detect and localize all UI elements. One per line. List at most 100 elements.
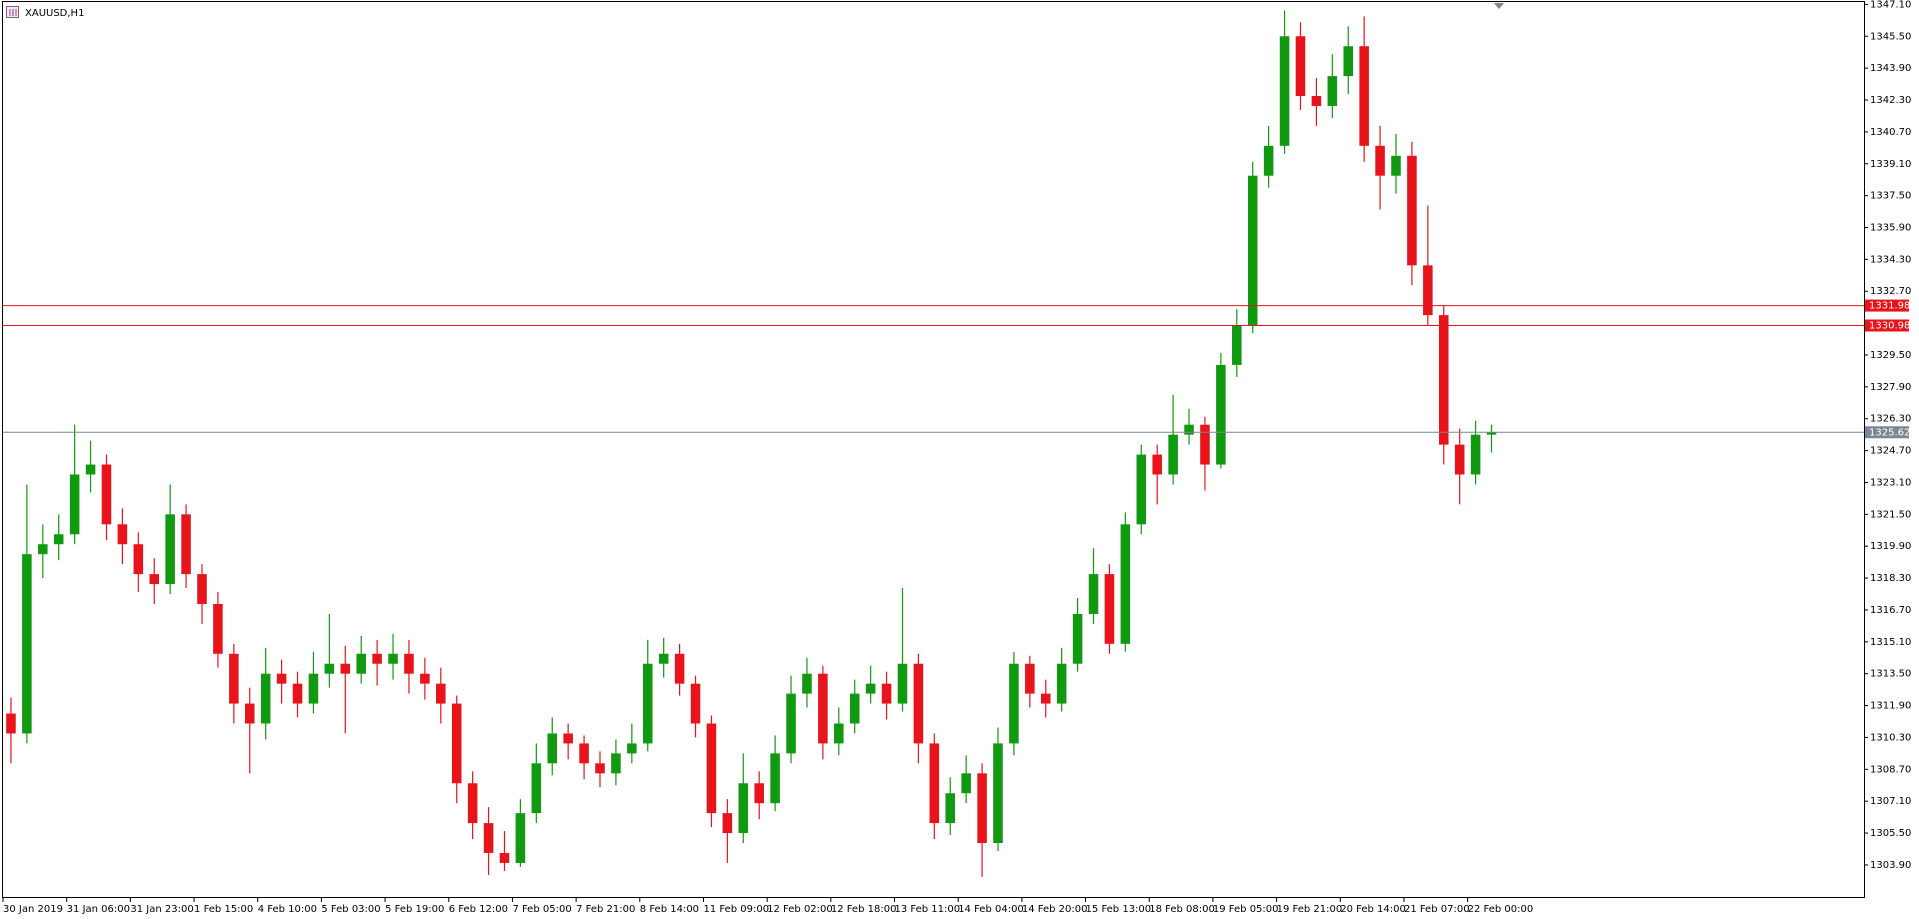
candle-body xyxy=(627,743,637,754)
candle-body xyxy=(324,663,335,674)
x-tick-label: 21 Feb 07:00 xyxy=(1404,904,1470,915)
candle-body xyxy=(260,673,271,724)
plot-frame xyxy=(2,1,1865,898)
y-tick-label: 1318.30 xyxy=(1870,573,1911,584)
candle-body xyxy=(611,753,621,774)
candle-body xyxy=(1438,315,1449,445)
y-tick-label: 1343.90 xyxy=(1870,63,1911,74)
x-tick-label: 8 Feb 14:00 xyxy=(640,904,699,915)
candle-body xyxy=(1327,76,1338,106)
candle-body xyxy=(1279,36,1290,146)
candle-body xyxy=(276,673,287,684)
x-tick-label: 1 Feb 15:00 xyxy=(194,904,253,915)
price-label-box xyxy=(1865,299,1909,312)
x-tick-label: 12 Feb 02:00 xyxy=(767,904,833,915)
candle-body xyxy=(181,514,191,575)
x-tick-label: 7 Feb 05:00 xyxy=(512,904,571,915)
candle-body xyxy=(881,683,892,704)
candle-body xyxy=(1120,524,1131,644)
x-tick-label: 11 Feb 09:00 xyxy=(703,904,769,915)
y-tick-label: 1334.30 xyxy=(1870,254,1911,265)
candle-body xyxy=(1343,46,1354,77)
candle-body xyxy=(929,743,940,824)
candle-body xyxy=(197,574,207,604)
candle-body xyxy=(292,683,303,704)
candle-body xyxy=(69,474,80,535)
price-label: 1325.62 xyxy=(1869,427,1910,438)
candle-body xyxy=(1263,145,1274,176)
x-tick-label: 7 Feb 21:00 xyxy=(576,904,635,915)
candle-body xyxy=(1104,574,1115,644)
y-tick-label: 1308.70 xyxy=(1870,764,1911,775)
x-tick-label: 15 Feb 13:00 xyxy=(1086,904,1152,915)
y-tick-label: 1310.30 xyxy=(1870,732,1911,743)
candle-body xyxy=(1423,265,1433,316)
candle-body xyxy=(1216,364,1226,465)
x-tick-label: 19 Feb 21:00 xyxy=(1277,904,1343,915)
candle-body xyxy=(945,793,956,824)
y-tick-label: 1339.10 xyxy=(1870,159,1911,170)
candle-body xyxy=(1359,46,1369,146)
price-label-box xyxy=(1865,426,1909,439)
candle-body xyxy=(738,783,749,834)
y-tick-label: 1345.50 xyxy=(1870,31,1911,42)
x-tick-label: 14 Feb 20:00 xyxy=(1022,904,1088,915)
x-tick-label: 6 Feb 12:00 xyxy=(449,904,508,915)
candle-body xyxy=(1375,145,1385,176)
candle-body xyxy=(993,743,1003,844)
candle-body xyxy=(451,703,462,784)
candle-body xyxy=(818,673,828,744)
chart-title: XAUUSD,H1 xyxy=(25,8,84,19)
x-tick-label: 4 Feb 10:00 xyxy=(258,904,317,915)
candle-body xyxy=(499,852,510,863)
candle-body xyxy=(229,653,239,704)
candle-body xyxy=(420,673,430,684)
candle-body xyxy=(165,514,175,585)
candle-body xyxy=(1470,434,1481,475)
candle-body xyxy=(308,673,319,704)
candle-body xyxy=(1088,574,1099,614)
candle-body xyxy=(356,653,366,674)
candle-body xyxy=(547,733,558,764)
x-tick-label: 22 Feb 00:00 xyxy=(1468,904,1534,915)
candle-body xyxy=(531,763,542,814)
y-tick-label: 1337.50 xyxy=(1870,191,1911,202)
candle-body xyxy=(340,663,351,674)
y-tick-label: 1303.90 xyxy=(1870,860,1911,871)
candle-body xyxy=(1311,96,1322,106)
x-tick-label: 19 Feb 05:00 xyxy=(1213,904,1279,915)
x-tick-label: 12 Feb 18:00 xyxy=(831,904,897,915)
candle-body xyxy=(849,693,860,724)
y-tick-label: 1319.90 xyxy=(1870,541,1911,552)
candle-body xyxy=(754,783,764,804)
candle-body xyxy=(1072,613,1083,664)
price-label-box xyxy=(1865,319,1909,332)
price-label: 1330.98 xyxy=(1869,321,1910,332)
candle-body xyxy=(6,713,16,734)
candle-body xyxy=(913,663,924,744)
y-tick-label: 1340.70 xyxy=(1870,127,1911,138)
candle-body xyxy=(770,753,780,804)
candle-body xyxy=(834,723,844,744)
x-tick-label: 20 Feb 14:00 xyxy=(1340,904,1406,915)
candle-body xyxy=(1407,155,1417,266)
x-tick-label: 5 Feb 03:00 xyxy=(321,904,380,915)
y-tick-label: 1316.70 xyxy=(1870,605,1911,616)
candle-body xyxy=(865,683,876,694)
candle-body xyxy=(436,683,446,704)
candle-body xyxy=(244,703,255,724)
candle-body xyxy=(1040,693,1051,704)
candle-body xyxy=(117,524,128,545)
price-label: 1331.98 xyxy=(1869,301,1910,312)
candle-body xyxy=(802,673,812,694)
candle-body xyxy=(53,534,64,545)
y-tick-label: 1326.30 xyxy=(1870,414,1911,425)
candle-body xyxy=(22,554,32,734)
candle-body xyxy=(897,663,908,704)
candle-body xyxy=(1152,454,1162,475)
candle-body xyxy=(1454,444,1465,475)
candle-body xyxy=(563,733,573,744)
candle-body xyxy=(1136,454,1147,525)
y-tick-label: 1342.30 xyxy=(1870,95,1911,106)
